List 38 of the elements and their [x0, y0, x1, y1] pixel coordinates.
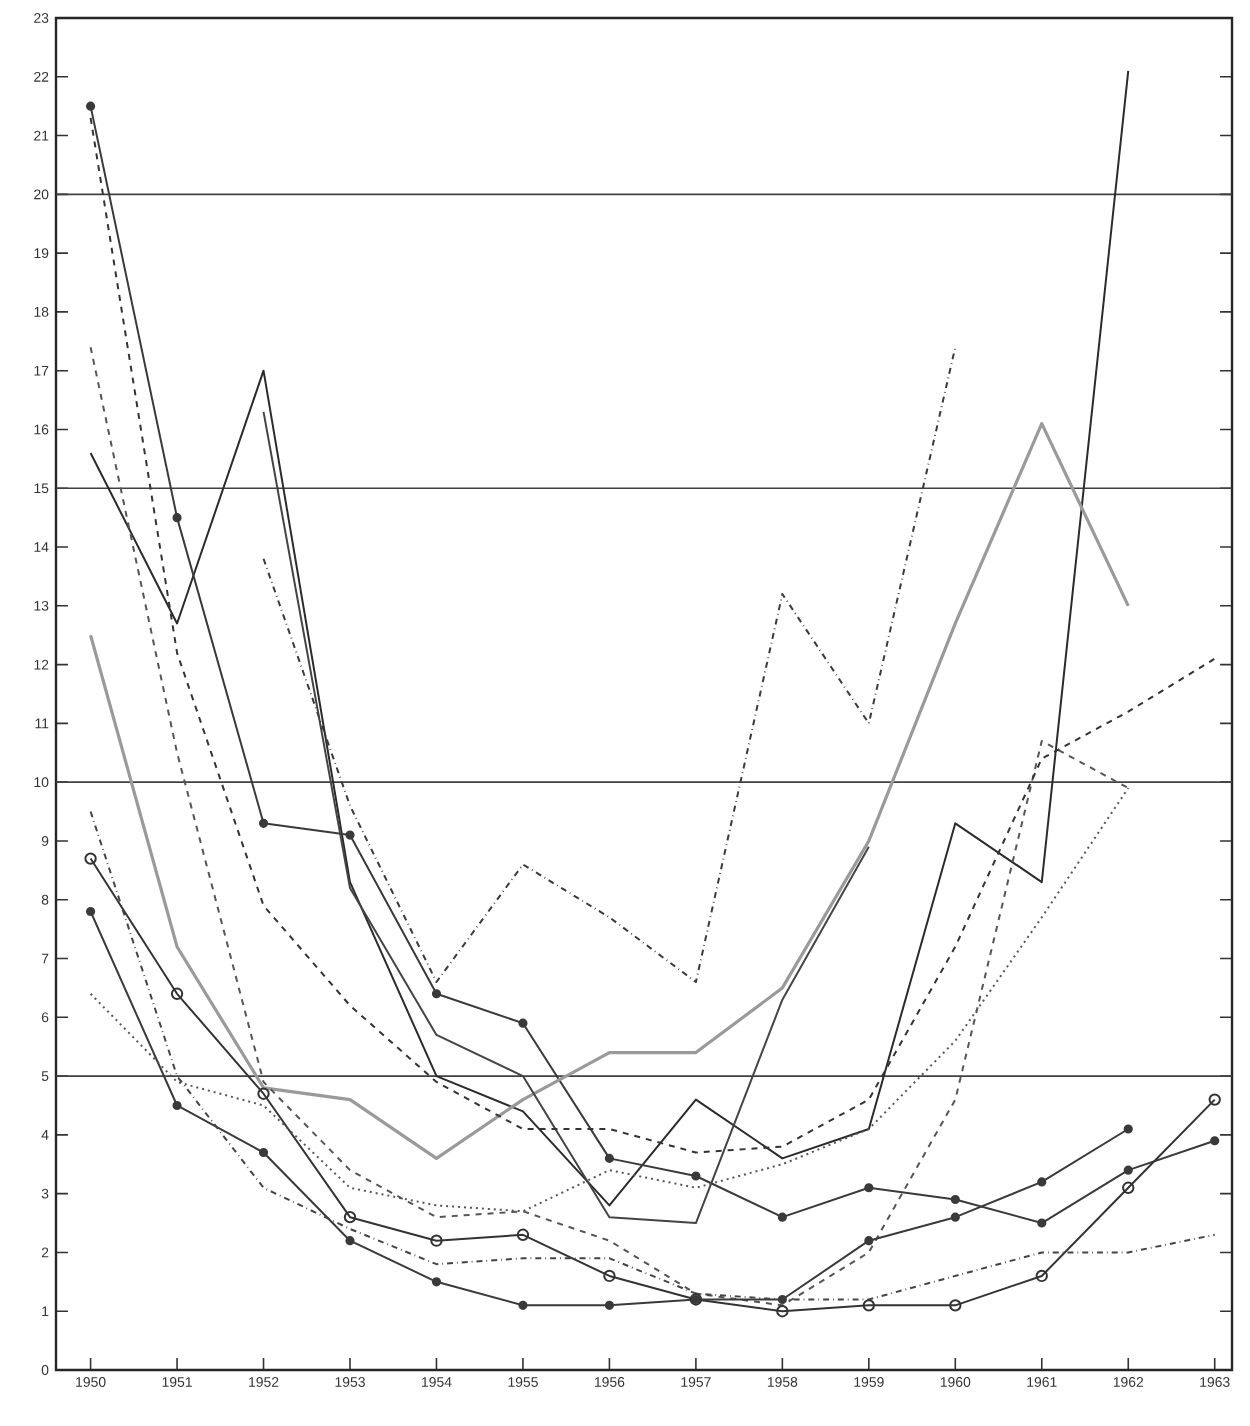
point [950, 1212, 960, 1222]
point [776, 1305, 789, 1318]
point [172, 513, 182, 523]
point [431, 1277, 442, 1287]
point [1122, 1181, 1135, 1194]
point [604, 1153, 615, 1163]
point [345, 830, 355, 840]
point [777, 1294, 787, 1305]
point [258, 818, 269, 828]
point [603, 1269, 616, 1283]
point [431, 989, 442, 999]
point [604, 1300, 615, 1310]
point [949, 1299, 962, 1312]
point [518, 1300, 528, 1310]
point [345, 1236, 355, 1246]
point [1037, 1218, 1047, 1228]
point [518, 1018, 528, 1028]
line-series [88, 421, 1130, 1160]
point [86, 101, 96, 111]
point [86, 906, 96, 917]
point [257, 1087, 270, 1100]
point [1210, 1136, 1220, 1146]
point [864, 1183, 874, 1193]
point [1123, 1165, 1133, 1175]
point [170, 987, 184, 1000]
point [691, 1171, 701, 1181]
point [343, 1210, 357, 1224]
point [1123, 1124, 1133, 1134]
point [172, 1100, 182, 1111]
point [516, 1228, 530, 1241]
point [1035, 1269, 1048, 1283]
point [862, 1299, 876, 1312]
point [950, 1194, 960, 1205]
point [430, 1234, 443, 1247]
point [258, 1147, 269, 1158]
point [864, 1236, 874, 1246]
point [777, 1212, 787, 1222]
point [1037, 1177, 1047, 1187]
